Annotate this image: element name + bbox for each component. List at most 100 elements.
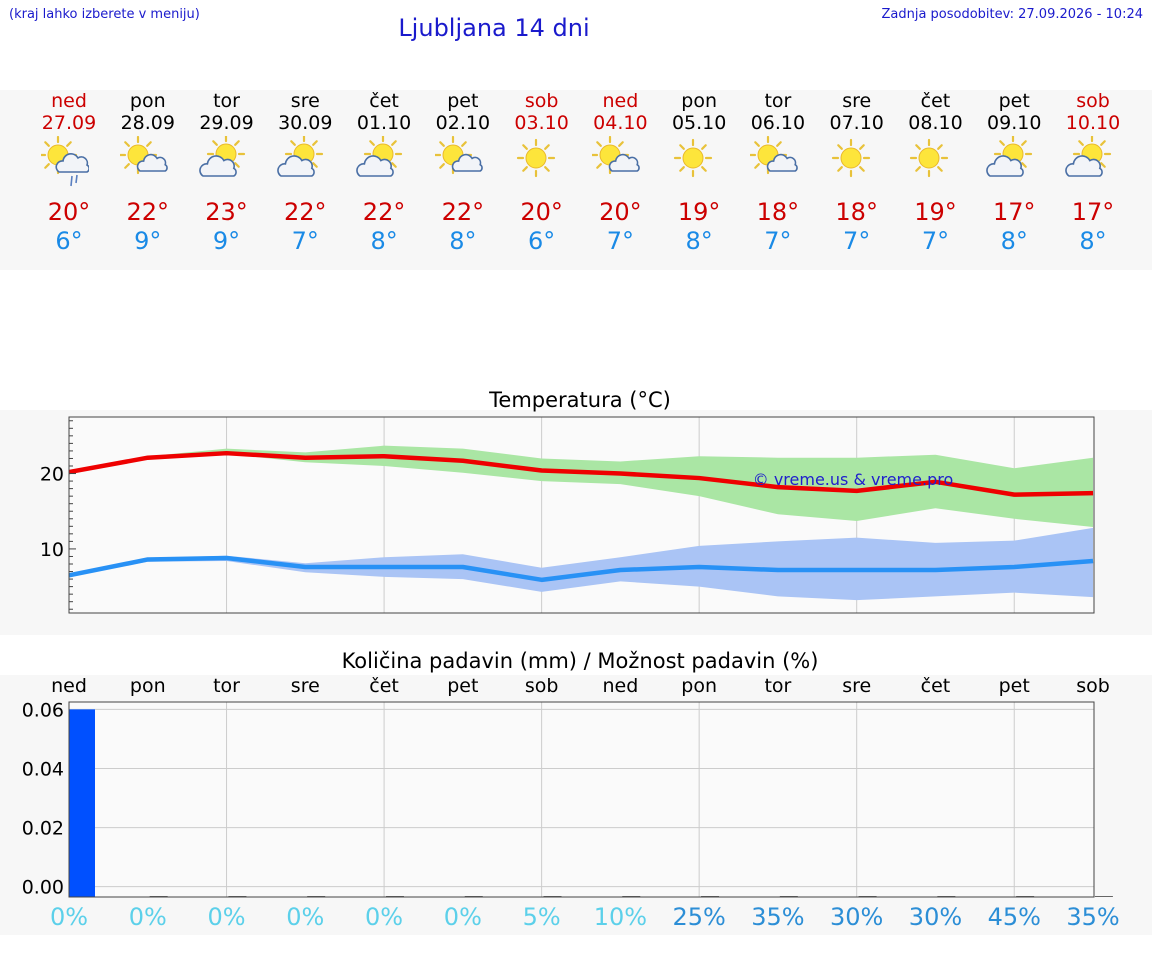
temperature-chart-title: Temperatura (°C) xyxy=(489,388,671,412)
day-name: pon xyxy=(129,90,166,112)
y-tick-label: 0.04 xyxy=(22,758,64,780)
max-temperature: 18° xyxy=(756,198,800,226)
min-temperature: 8° xyxy=(449,227,477,255)
x-tick-label: čet xyxy=(369,675,399,697)
max-temperature: 19° xyxy=(914,198,957,226)
sun-rays xyxy=(516,138,555,178)
weather-icon xyxy=(910,138,949,178)
day-date: 02.10 xyxy=(435,112,491,134)
day-date: 03.10 xyxy=(514,112,569,134)
x-tick-label: tor xyxy=(213,675,240,697)
cloud-shape xyxy=(1065,155,1103,177)
precipitation-probability: 0% xyxy=(207,903,246,931)
day-name: čet xyxy=(920,90,951,112)
cloud-shape xyxy=(766,153,798,172)
precipitation-probability: 30% xyxy=(830,903,884,931)
precipitation-chart: 0.00 0.02 0.04 0.06 xyxy=(22,699,1113,899)
precipitation-probability: 0% xyxy=(365,903,404,931)
precipitation-probability: 30% xyxy=(908,903,963,931)
precipitation-probability: 0% xyxy=(128,903,167,931)
day-name: sob xyxy=(524,90,559,112)
sun-rays xyxy=(910,138,949,178)
min-temperature: 6° xyxy=(55,227,83,255)
min-temperature: 7° xyxy=(764,227,792,255)
max-temperature: 20° xyxy=(520,198,563,226)
day-date: 01.10 xyxy=(356,112,412,134)
x-tick-label: ned xyxy=(51,675,87,697)
last-updated: Zadnja posodobitev: 27.09.2026 - 10:24 xyxy=(881,7,1143,22)
max-temperature-line xyxy=(68,450,1094,497)
sun-cloud-rain-icon xyxy=(41,136,89,187)
sun-disc xyxy=(525,147,547,169)
plot-area xyxy=(69,702,1094,897)
day-date: 28.09 xyxy=(120,112,175,134)
min-temperature: 8° xyxy=(1079,227,1107,255)
daily-forecast-panel xyxy=(0,90,1152,270)
plot-frame xyxy=(68,701,1095,898)
day-name: čet xyxy=(369,90,399,112)
min-temperature: 7° xyxy=(843,227,871,255)
day-date: 29.09 xyxy=(199,112,254,134)
min-temperature: 7° xyxy=(921,227,950,255)
day-name: sre xyxy=(290,90,320,112)
cloud-sun-icon xyxy=(986,136,1033,177)
sun-cloud-icon xyxy=(119,136,168,175)
max-temperature: 18° xyxy=(835,198,878,226)
sun-icon xyxy=(516,138,555,178)
sun-disc xyxy=(840,147,862,169)
precipitation-probability: 0% xyxy=(443,903,482,931)
y-tick-label: 20 xyxy=(40,464,64,486)
day-name: pet xyxy=(447,90,479,112)
weather-icon xyxy=(1065,136,1112,177)
min-temperature: 6° xyxy=(527,227,556,255)
precipitation-bar xyxy=(69,709,95,897)
min-temperature: 9° xyxy=(212,227,241,255)
x-tick-label: pet xyxy=(998,675,1030,697)
precipitation-probability: 35% xyxy=(1066,903,1120,931)
y-minor-ticks xyxy=(69,420,76,610)
weather-icon xyxy=(356,136,403,177)
day-name: tor xyxy=(213,90,240,112)
page-title: Ljubljana 14 dni xyxy=(398,14,590,42)
cloud-shape xyxy=(609,153,641,172)
cloud-sun-icon xyxy=(1065,136,1112,177)
x-tick-label: sob xyxy=(1076,675,1110,697)
day-name: ned xyxy=(602,90,639,112)
max-temperature: 19° xyxy=(677,198,721,226)
x-tick-label: pon xyxy=(681,675,718,697)
day-date: 04.10 xyxy=(593,112,648,134)
weather-icon xyxy=(674,138,713,178)
weather-icon xyxy=(41,136,89,187)
rain-drops xyxy=(70,174,78,187)
precipitation-probability: 0% xyxy=(286,903,325,931)
max-temperature: 23° xyxy=(205,198,248,226)
day-name: ned xyxy=(51,90,87,112)
precipitation-probability: 35% xyxy=(751,903,805,931)
weather-icon xyxy=(749,136,798,175)
min-temperature: 7° xyxy=(291,227,319,255)
weather-icon xyxy=(277,136,324,177)
precipitation-chart-title: Količina padavin (mm) / Možnost padavin … xyxy=(341,649,819,673)
sun-cloud-icon xyxy=(592,136,641,175)
x-tick-label: pet xyxy=(447,675,479,697)
sun-cloud-icon xyxy=(749,136,798,175)
cloud-shape xyxy=(198,155,237,177)
sun-disc xyxy=(918,147,940,169)
sun-icon xyxy=(674,138,713,178)
weather-icon xyxy=(434,136,483,175)
y-tick-label: 0.06 xyxy=(22,699,64,721)
sun-rays xyxy=(674,138,713,178)
min-temperature: 8° xyxy=(1000,227,1028,255)
precipitation-probability: 0% xyxy=(49,903,89,931)
cloud-sun-icon xyxy=(356,136,403,177)
day-date: 05.10 xyxy=(671,112,727,134)
precipitation-probability: 10% xyxy=(593,903,648,931)
sun-rays xyxy=(831,138,870,178)
day-date: 30.09 xyxy=(278,112,333,134)
sun-icon xyxy=(910,138,949,178)
min-temperature-range-band xyxy=(69,527,1094,601)
day-name: sre xyxy=(842,90,872,112)
y-tick-label: 10 xyxy=(40,539,64,561)
day-date: 10.10 xyxy=(1065,112,1121,134)
watermark: © vreme.us & vreme.pro xyxy=(753,470,954,489)
